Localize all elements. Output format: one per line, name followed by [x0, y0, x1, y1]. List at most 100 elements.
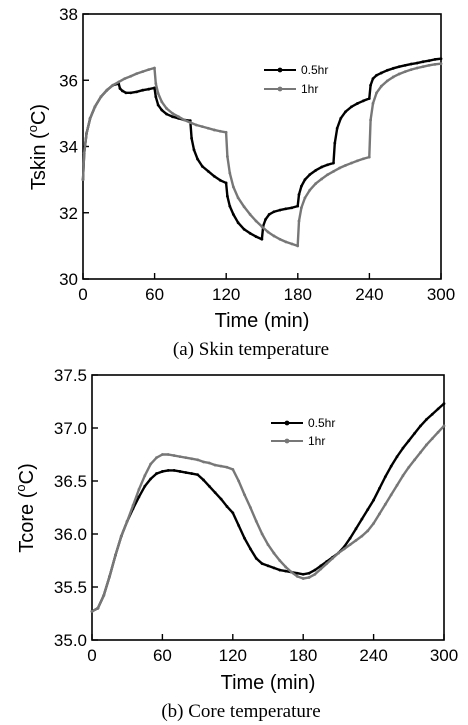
- series-point-0-5hr: [301, 572, 305, 576]
- series-point-1hr: [266, 230, 270, 234]
- series-point-0-5hr: [439, 57, 443, 61]
- series-point-1hr: [81, 178, 85, 182]
- series-point-0-5hr: [212, 174, 216, 178]
- x-axis-ticks: 0 60 120 180 240 300: [87, 634, 458, 665]
- series-point-0-5hr: [129, 91, 133, 95]
- series-point-1hr: [348, 543, 352, 546]
- series-point-1hr: [231, 467, 235, 471]
- x-tick-label: 180: [284, 285, 312, 304]
- series-point-0-5hr: [395, 455, 399, 459]
- series-point-0-5hr: [213, 491, 217, 495]
- series-point-0-5hr: [367, 97, 371, 100]
- series-point-1hr: [119, 534, 123, 538]
- series-point-1hr: [212, 128, 216, 132]
- series-point-1hr: [295, 575, 299, 578]
- series-point-1hr: [248, 213, 252, 216]
- series-point-0-5hr: [141, 88, 145, 92]
- series-point-1hr: [372, 522, 375, 525]
- series-point-1hr: [290, 570, 293, 574]
- series-point-0-5hr: [407, 439, 411, 443]
- x-tick-label: 120: [212, 285, 240, 304]
- series-point-1hr: [433, 62, 437, 66]
- series-point-1hr: [85, 131, 88, 135]
- series-point-0-5hr: [401, 446, 405, 450]
- series-point-0-5hr: [166, 469, 170, 472]
- series-point-1hr: [427, 63, 431, 67]
- series-point-1hr: [147, 68, 151, 72]
- series-point-1hr: [143, 474, 147, 478]
- series-point-1hr: [313, 572, 317, 576]
- series-point-1hr: [149, 462, 153, 466]
- series-point-0-5hr: [433, 57, 437, 61]
- series-point-1hr: [82, 151, 86, 155]
- series-point-1hr: [160, 100, 164, 104]
- y-axis-label: Tcore (oC): [13, 463, 38, 552]
- series-point-1hr: [200, 125, 204, 129]
- series-point-1hr: [308, 188, 312, 192]
- x-tick-label: 180: [289, 646, 317, 665]
- series-point-1hr: [99, 95, 103, 99]
- series-point-1hr: [307, 576, 311, 579]
- series-point-1hr: [183, 118, 186, 122]
- series-point-1hr: [254, 519, 258, 523]
- series-point-1hr: [344, 163, 347, 167]
- series-point-1hr: [135, 72, 139, 76]
- series-point-1hr: [254, 219, 258, 223]
- series-point-0-5hr: [236, 221, 240, 225]
- series-point-0-5hr: [155, 472, 158, 475]
- series-point-1hr: [430, 437, 434, 440]
- core-temperature-chart: 35.0 35.5 36.0 36.5 37.0 37.5 0 60 120 180 240 300…: [13, 366, 458, 722]
- y-tick-label: 37.5: [54, 366, 87, 385]
- series-point-1hr: [129, 74, 133, 78]
- series-point-1hr: [189, 121, 192, 125]
- x-tick-label: 240: [355, 285, 383, 304]
- series-point-1hr: [177, 115, 180, 119]
- series-point-1hr: [284, 240, 288, 244]
- series-point-1hr: [278, 237, 282, 241]
- series-point-1hr: [141, 70, 145, 74]
- series-point-1hr: [207, 461, 211, 465]
- y-tick-label: 30: [59, 270, 78, 289]
- series-point-1hr: [409, 68, 413, 72]
- series-point-1hr: [350, 161, 353, 165]
- series-point-0-5hr: [196, 157, 199, 161]
- series-point-0-5hr: [339, 116, 343, 120]
- series-point-0-5hr: [254, 556, 258, 560]
- series-point-1hr: [356, 159, 359, 163]
- series-point-1hr: [319, 567, 323, 571]
- series-point-1hr: [326, 173, 330, 177]
- series-point-1hr: [93, 105, 97, 109]
- series-point-1hr: [371, 102, 375, 105]
- series-point-0-5hr: [295, 571, 299, 575]
- series-point-0-5hr: [421, 60, 425, 64]
- legend-marker-0-5hr: [284, 420, 290, 426]
- series-point-0-5hr: [378, 487, 381, 490]
- series-point-0-5hr: [206, 169, 210, 173]
- series-point-0-5hr: [260, 237, 264, 241]
- series-point-0-5hr: [362, 99, 365, 103]
- legend-label-0-5hr: 0.5hr: [308, 416, 335, 430]
- x-tick-label: 300: [430, 646, 458, 665]
- series-point-0-5hr: [371, 77, 375, 80]
- y-tick-label: 38: [59, 5, 78, 24]
- series-point-0-5hr: [425, 418, 428, 421]
- series-point-0-5hr: [264, 217, 267, 221]
- series-point-1hr: [439, 62, 443, 66]
- series-point-1hr: [125, 519, 129, 523]
- y-tick-label: 37.0: [54, 419, 87, 438]
- series-point-1hr: [401, 474, 405, 478]
- series-point-0-5hr: [272, 566, 276, 570]
- x-tick-label: 120: [219, 646, 247, 665]
- series-point-1hr: [366, 529, 370, 533]
- series-point-1hr: [228, 171, 232, 175]
- series-point-0-5hr: [184, 471, 188, 474]
- series-point-0-5hr: [118, 87, 122, 90]
- y-axis-ticks: 30 32 34 36 38: [59, 5, 89, 289]
- series-point-0-5hr: [442, 402, 446, 406]
- series-point-1hr: [171, 111, 174, 115]
- series-point-1hr: [266, 543, 270, 546]
- series-point-1hr: [397, 72, 401, 76]
- series-point-1hr: [421, 65, 425, 69]
- series-point-1hr: [303, 196, 307, 200]
- series-point-1hr: [131, 503, 135, 507]
